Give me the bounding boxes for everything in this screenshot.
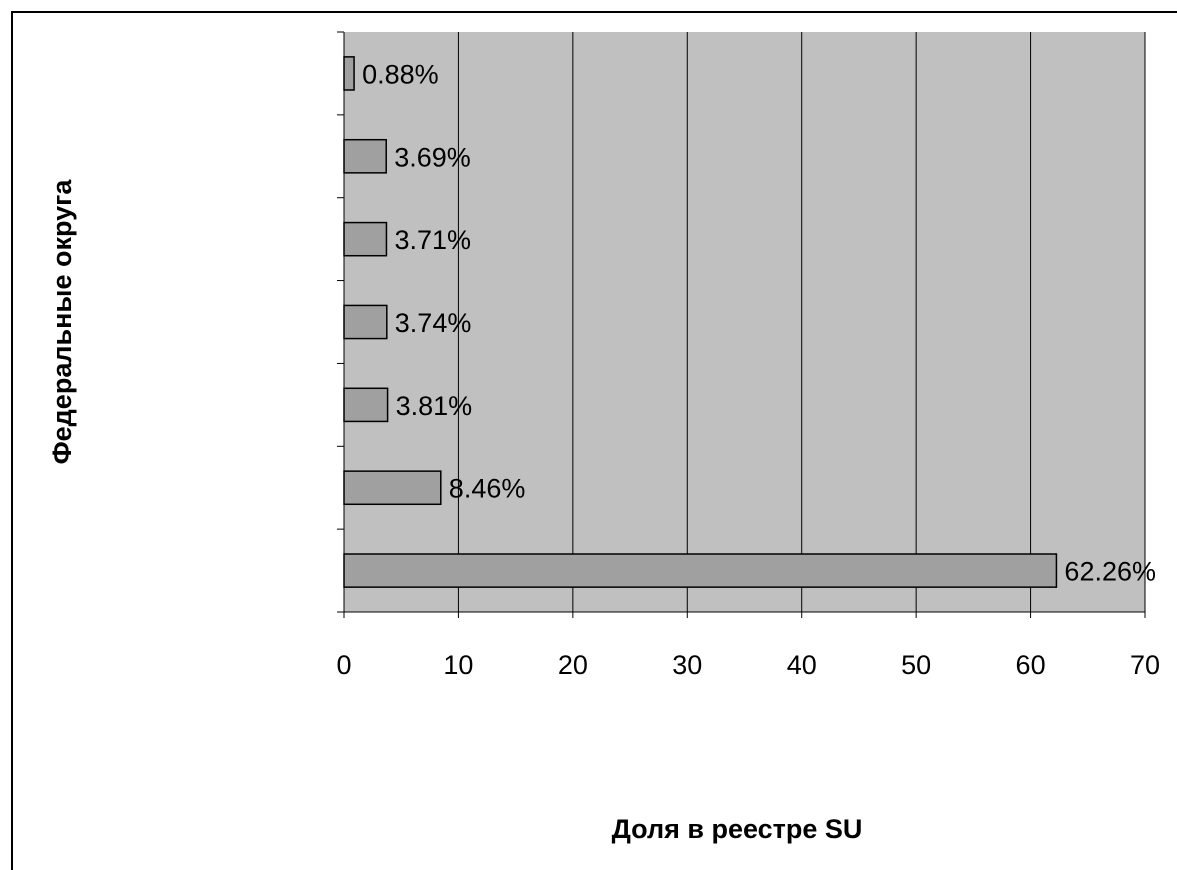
x-tick-label: 70 (1130, 650, 1160, 680)
bar (343, 138, 387, 174)
bar (343, 304, 388, 340)
x-tick-label: 60 (1016, 650, 1046, 680)
bar (343, 470, 442, 506)
y-axis (337, 31, 345, 613)
bar (343, 553, 1058, 588)
data-labels: 62.26% 8.46% 3.81% 3.74% 3.71% 3.69% 0.88% (362, 59, 1156, 586)
bar (343, 387, 389, 423)
chart-frame (11, 11, 1177, 870)
data-label: 62.26% (1064, 557, 1156, 587)
x-tick-label: 40 (787, 650, 817, 680)
data-label: 3.71% (394, 225, 471, 255)
data-label: 3.74% (395, 308, 472, 338)
bar (343, 221, 388, 257)
x-tick-label: 50 (901, 650, 931, 680)
data-label: 0.88% (362, 59, 439, 89)
bar (343, 56, 355, 91)
y-axis-title: Федеральные округа (47, 179, 77, 465)
gridlines (457, 32, 1146, 612)
plot-area (344, 32, 1145, 612)
x-axis-title: Доля в реестре SU (612, 814, 863, 844)
x-tick-label: 0 (336, 650, 351, 680)
x-tick-label: 20 (558, 650, 588, 680)
data-label: 8.46% (449, 474, 526, 504)
data-label: 3.81% (396, 391, 473, 421)
x-tick-label: 10 (443, 650, 473, 680)
data-label: 3.69% (394, 142, 471, 172)
x-tick-label: 30 (672, 650, 702, 680)
x-axis: 0 10 20 30 40 50 60 70 (336, 611, 1160, 680)
